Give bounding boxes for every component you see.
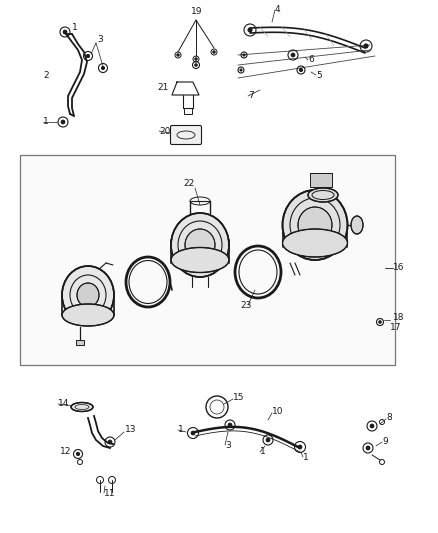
Bar xyxy=(20,155,395,365)
Ellipse shape xyxy=(62,304,114,326)
Circle shape xyxy=(177,54,179,56)
Ellipse shape xyxy=(71,402,93,411)
Text: 1: 1 xyxy=(43,117,49,126)
Text: 5: 5 xyxy=(316,70,322,79)
Circle shape xyxy=(248,28,252,32)
Text: 1: 1 xyxy=(72,23,78,33)
Ellipse shape xyxy=(298,207,332,243)
Text: 21: 21 xyxy=(157,84,168,93)
Circle shape xyxy=(370,424,374,428)
Text: 19: 19 xyxy=(191,6,202,15)
Bar xyxy=(192,231,208,243)
Text: 11: 11 xyxy=(104,489,116,497)
Text: 1: 1 xyxy=(303,453,309,462)
Ellipse shape xyxy=(283,190,347,260)
Text: 8: 8 xyxy=(386,414,392,423)
Text: 14: 14 xyxy=(58,399,69,408)
Text: 22: 22 xyxy=(183,179,194,188)
Ellipse shape xyxy=(77,283,99,307)
FancyBboxPatch shape xyxy=(170,125,201,144)
Circle shape xyxy=(298,445,302,449)
Circle shape xyxy=(266,438,270,442)
Circle shape xyxy=(366,446,370,450)
Circle shape xyxy=(77,453,80,456)
Circle shape xyxy=(191,431,195,435)
Text: 23: 23 xyxy=(240,301,251,310)
Text: 3: 3 xyxy=(225,440,231,449)
Circle shape xyxy=(86,54,89,58)
Ellipse shape xyxy=(283,229,347,257)
Text: 9: 9 xyxy=(382,438,388,447)
Ellipse shape xyxy=(185,229,215,261)
Text: 1: 1 xyxy=(178,425,184,434)
Bar xyxy=(76,340,84,345)
Text: 7: 7 xyxy=(248,92,254,101)
Circle shape xyxy=(108,440,112,444)
Circle shape xyxy=(61,120,65,124)
Circle shape xyxy=(102,67,105,69)
Circle shape xyxy=(195,64,197,66)
Circle shape xyxy=(291,53,295,57)
Circle shape xyxy=(228,423,232,427)
Circle shape xyxy=(379,321,381,323)
Text: 12: 12 xyxy=(60,448,71,456)
Ellipse shape xyxy=(171,247,229,272)
Circle shape xyxy=(364,44,368,48)
Text: 15: 15 xyxy=(233,393,244,402)
Ellipse shape xyxy=(62,266,114,324)
Circle shape xyxy=(300,69,303,71)
Ellipse shape xyxy=(171,213,229,277)
Text: 16: 16 xyxy=(393,263,405,272)
Bar xyxy=(184,108,192,114)
Text: 10: 10 xyxy=(272,408,283,416)
Text: 2: 2 xyxy=(43,70,49,79)
Text: 4: 4 xyxy=(275,5,281,14)
Text: 20: 20 xyxy=(159,126,170,135)
Text: 3: 3 xyxy=(97,36,103,44)
Ellipse shape xyxy=(308,188,338,202)
Bar xyxy=(310,173,332,187)
Ellipse shape xyxy=(351,216,363,234)
Text: 13: 13 xyxy=(125,425,137,434)
Circle shape xyxy=(195,58,197,60)
Text: 17: 17 xyxy=(390,324,402,333)
Text: 6: 6 xyxy=(308,55,314,64)
Circle shape xyxy=(213,51,215,53)
Text: 1: 1 xyxy=(260,448,266,456)
Circle shape xyxy=(243,54,245,56)
Text: 18: 18 xyxy=(393,313,405,322)
Circle shape xyxy=(240,69,242,71)
Circle shape xyxy=(63,30,67,34)
